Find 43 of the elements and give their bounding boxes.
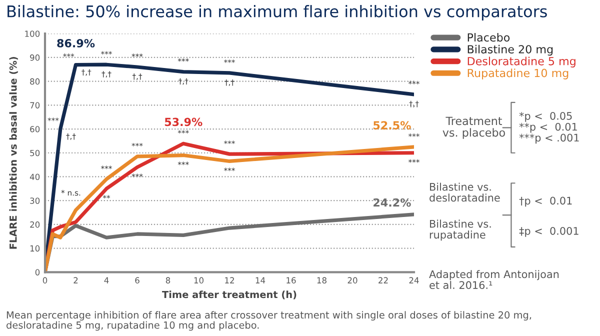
x-tick-label: 12 bbox=[225, 277, 234, 284]
x-tick-label: 2 bbox=[74, 277, 78, 284]
legend-label: Rupatadine 10 mg bbox=[468, 68, 568, 80]
y-tick-label: 20 bbox=[30, 221, 40, 228]
y-tick-label: 70 bbox=[30, 102, 40, 108]
x-tick-label: 4 bbox=[104, 277, 109, 284]
text: *p < 0.05 **p < 0.01 ***p < .001 bbox=[519, 112, 579, 144]
x-tick-label: 6 bbox=[135, 277, 140, 284]
y-tick-label: 0 bbox=[35, 269, 40, 276]
x-tick-label: 14 bbox=[256, 277, 266, 284]
x-tick-label: 10 bbox=[194, 277, 204, 284]
x-tick-label: 0 bbox=[42, 277, 48, 284]
annotation: 86.9% bbox=[57, 39, 95, 48]
text: Bilastine vs. desloratadine bbox=[430, 182, 500, 202]
y-axis-title: FLARE inhibition vs basal value (%) bbox=[9, 56, 18, 249]
annotation: 52.5% bbox=[374, 121, 411, 130]
y-tick-label: 40 bbox=[30, 174, 40, 180]
x-tick-label: 20 bbox=[348, 277, 358, 284]
x-tick-label: 18 bbox=[317, 277, 326, 284]
annotation: 24.2% bbox=[374, 198, 411, 207]
x-axis-title: Time after treatment (h) bbox=[162, 290, 296, 300]
annotation: 53.9% bbox=[164, 118, 202, 126]
y-tick-label: 50 bbox=[30, 150, 40, 156]
legend-label: Placebo bbox=[468, 33, 510, 42]
x-tick-label: 16 bbox=[286, 277, 296, 284]
text: †p < 0.01 bbox=[519, 196, 572, 207]
y-tick-label: 90 bbox=[30, 54, 40, 61]
text: Adapted from Antonijoan et al. 2016.¹ bbox=[429, 270, 559, 290]
x-tick-label: 24 bbox=[409, 277, 419, 284]
text: Bilastine vs. rupatadine bbox=[430, 220, 491, 241]
y-tick-label: 100 bbox=[25, 30, 40, 37]
text: Treatment vs. placebo bbox=[442, 116, 505, 139]
legend-label: Desloratadine 5 mg bbox=[468, 56, 576, 68]
text: ‡p < 0.001 bbox=[519, 226, 578, 237]
x-tick-label: 8 bbox=[166, 277, 170, 284]
y-tick-label: 60 bbox=[30, 126, 40, 132]
y-tick-label: 10 bbox=[30, 245, 40, 252]
x-tick-label: 22 bbox=[378, 277, 388, 284]
text: Mean percentage inhibition of flare area after crossover treatment with single oral doses of bilastine 20 mg, desloratadine 5 mg, rupatadine 10 mg and placebo. bbox=[6, 311, 532, 331]
legend-label: Bilastine 20 mg bbox=[468, 44, 553, 56]
y-tick-label: 80 bbox=[30, 78, 40, 85]
chart-title: Bilastine: 50% increase in maximum flare inhibition vs comparators bbox=[8, 5, 547, 20]
y-tick-label: 30 bbox=[30, 198, 40, 204]
